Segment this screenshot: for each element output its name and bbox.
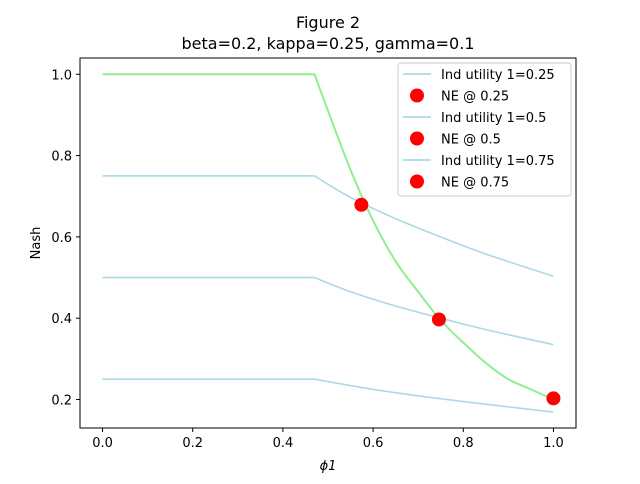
ind-utility-line — [102, 175, 554, 278]
ne-marker — [546, 391, 561, 406]
ind-utility-line — [102, 276, 554, 346]
x-tick-label: 0.0 — [92, 436, 113, 451]
legend-box — [397, 62, 572, 197]
ne-marker — [431, 312, 446, 327]
y-tick-label: 0.2 — [51, 394, 72, 409]
chart-title: Figure 2 — [296, 13, 360, 32]
x-tick-label: 0.4 — [273, 436, 294, 451]
legend-label: Ind utility 1=0.25 — [441, 68, 555, 83]
x-axis-label: ϕ1 — [320, 459, 337, 474]
ne-marker — [354, 197, 369, 212]
ne-curve — [102, 73, 554, 401]
x-tick-label: 0.6 — [363, 436, 384, 451]
x-tick-label: 1.0 — [543, 436, 564, 451]
axes: 0.0 0.2 0.4 0.6 0.8 1.0 0.2 0.4 0.6 0.8 1.0 — [51, 68, 563, 451]
y-tick-label: 0.8 — [51, 150, 72, 165]
y-tick-label: 1.0 — [51, 68, 72, 83]
legend-swatch-marker — [410, 174, 424, 189]
y-tick-label: 0.6 — [51, 231, 72, 246]
legend-label: NE @ 0.75 — [441, 176, 509, 191]
legend-label: NE @ 0.5 — [441, 133, 501, 148]
axes-frame — [79, 57, 577, 429]
legend-label: Ind utility 1=0.5 — [441, 111, 546, 126]
y-axis-label: Nash — [29, 227, 44, 260]
y-tick-label: 0.4 — [51, 312, 72, 327]
plot-area — [102, 73, 561, 413]
legend-swatch-marker — [410, 131, 424, 146]
x-tick-label: 0.8 — [453, 436, 474, 451]
x-tick-label: 0.2 — [182, 436, 203, 451]
legend: Ind utility 1=0.25 NE @ 0.25 Ind utility 1… — [397, 62, 572, 197]
ind-utility-line — [102, 378, 554, 413]
legend-label: Ind utility 1=0.75 — [441, 154, 555, 169]
legend-label: NE @ 0.25 — [441, 90, 509, 105]
chart-subtitle: beta=0.2, kappa=0.25, gamma=0.1 — [182, 34, 475, 53]
legend-swatch-marker — [410, 88, 424, 103]
